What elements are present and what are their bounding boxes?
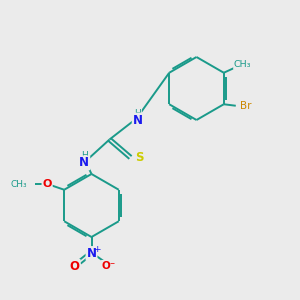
Text: S: S <box>135 151 143 164</box>
Text: O⁻: O⁻ <box>102 261 116 271</box>
Text: H: H <box>134 109 141 118</box>
Text: H: H <box>81 152 88 160</box>
Text: N: N <box>79 156 89 170</box>
Text: CH₃: CH₃ <box>234 60 251 69</box>
Text: Br: Br <box>240 101 251 111</box>
Text: O: O <box>42 179 52 189</box>
Text: N: N <box>133 113 143 127</box>
Text: +: + <box>94 244 101 253</box>
Text: N: N <box>86 247 97 260</box>
Text: O: O <box>70 260 80 273</box>
Text: CH₃: CH₃ <box>10 180 27 189</box>
